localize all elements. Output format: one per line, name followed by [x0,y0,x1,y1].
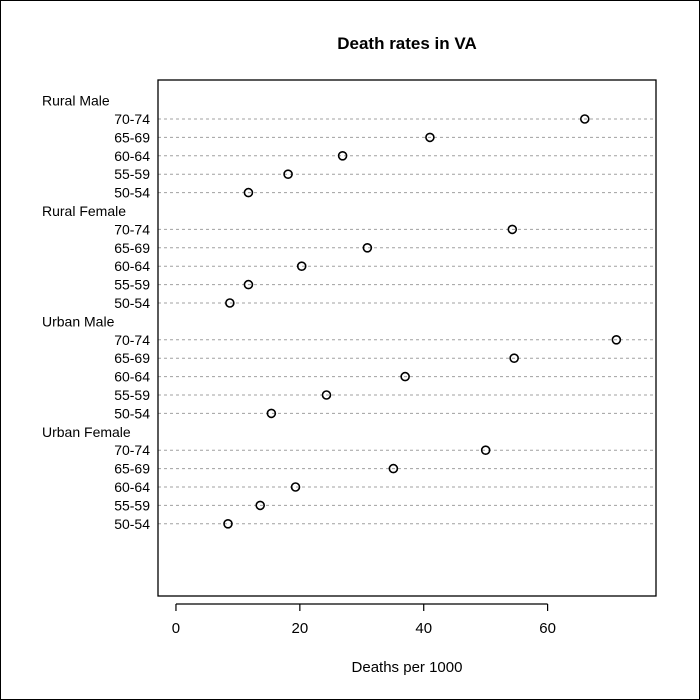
row-label: 65-69 [114,240,150,256]
data-point [266,408,277,419]
row-label: 65-69 [114,350,150,366]
row-label: 70-74 [114,111,150,127]
row-label: 60-64 [114,258,150,274]
data-point [400,371,410,382]
group-label: Urban Female [42,424,131,440]
row-label: 55-59 [114,277,150,293]
data-point [296,261,307,272]
row-label: 70-74 [114,442,150,458]
data-point [283,169,293,179]
x-tick-label: 60 [539,620,556,637]
data-point [243,187,254,198]
data-point [507,224,518,235]
data-point [509,353,519,364]
row-label: 55-59 [114,497,150,513]
group-label: Rural Female [42,203,126,219]
plot-box [157,79,657,597]
data-point [321,390,332,400]
row-label: 65-69 [114,129,150,145]
data-point [223,518,233,529]
row-label: 50-54 [114,185,150,201]
x-tick-label: 0 [172,620,180,637]
row-label: 50-54 [114,405,150,421]
row-label: 60-64 [114,479,150,495]
data-point [243,279,254,290]
group-label: Rural Male [42,93,110,109]
data-points [223,114,622,529]
group-label: Urban Male [42,313,115,329]
data-point [388,463,399,474]
x-axis: 0 20 40 60 [172,603,556,637]
row-label: 60-64 [114,148,150,164]
row-label: 65-69 [114,461,150,477]
data-point [611,334,622,345]
data-point [255,500,266,511]
x-axis-label: Deaths per 1000 [352,659,463,676]
row-label: 55-59 [114,166,150,182]
data-point [337,151,348,161]
data-point [480,445,491,456]
data-point [362,243,373,253]
row-label: 55-59 [114,387,150,403]
chart-title: Death rates in VA [337,34,477,53]
x-tick-label: 20 [291,620,308,637]
data-point [290,482,301,492]
data-point [225,298,235,308]
x-tick-label: 40 [415,620,432,637]
data-point [579,114,590,124]
row-label: 70-74 [114,221,150,237]
row-label: 70-74 [114,332,150,348]
row-label: 60-64 [114,369,150,385]
grid-lines [158,118,656,525]
row-label: 50-54 [114,295,150,311]
data-point [425,132,435,143]
row-labels: Rural Male70-7465-6960-6455-5950-54Rural… [42,93,150,532]
row-label: 50-54 [114,516,150,532]
